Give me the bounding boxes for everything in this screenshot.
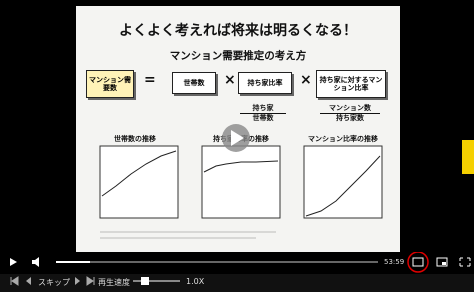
video-player: よくよく考えれば将来は明るくなる！ マンション需要推定の考え方 マンション需要数… <box>0 0 474 292</box>
slide: よくよく考えれば将来は明るくなる！ マンション需要推定の考え方 マンション需要数… <box>76 6 400 252</box>
volume-button[interactable] <box>32 257 39 267</box>
chart-panel <box>202 146 280 218</box>
side-banner <box>462 140 474 174</box>
bottom-bar <box>0 274 474 292</box>
highlight-circle <box>408 252 428 272</box>
speed-knob[interactable] <box>141 277 149 285</box>
play-button[interactable] <box>10 258 17 266</box>
speed-value: 1.0X <box>186 277 204 286</box>
subtitles-button[interactable] <box>413 258 423 266</box>
time-display: 53:59 <box>384 258 404 266</box>
chart-panel <box>304 146 382 218</box>
slide-graphics <box>76 6 400 252</box>
chart-panel <box>100 146 178 218</box>
speed-label: 再生速度 <box>98 277 130 288</box>
skip-label[interactable]: スキップ <box>38 277 70 288</box>
pip-icon <box>442 262 446 265</box>
fullscreen-button[interactable] <box>460 258 470 266</box>
chart-footnote <box>100 232 276 238</box>
